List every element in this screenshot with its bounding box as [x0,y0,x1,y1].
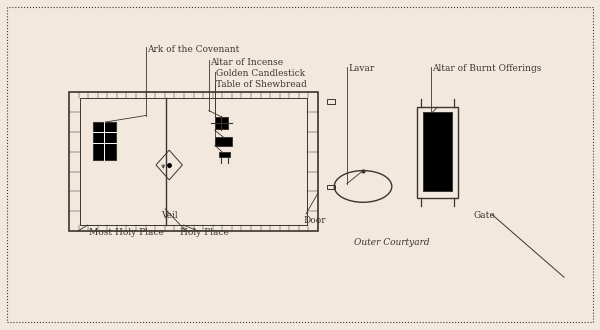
Bar [215,137,232,146]
Text: Ark of the Covenant: Ark of the Covenant [147,45,239,53]
Bar [69,92,318,231]
Text: Golden Candlestick: Golden Candlestick [216,69,305,78]
Text: Table of Shewbread: Table of Shewbread [216,80,307,89]
Text: Gate: Gate [474,211,496,220]
Bar [215,117,228,129]
Text: Veil: Veil [161,211,178,220]
Bar [423,112,452,191]
Bar [327,185,335,189]
Text: Outer Courtyard: Outer Courtyard [354,238,430,247]
Text: Door: Door [303,216,326,225]
Text: Most Holy Place: Most Holy Place [89,228,164,237]
Bar [219,152,230,157]
Bar [327,99,335,104]
Text: Lavar: Lavar [348,64,374,73]
Bar [417,107,458,198]
Text: Holy Place: Holy Place [180,228,229,237]
Text: Altar of Incense: Altar of Incense [210,58,283,67]
Text: Altar of Burnt Offerings: Altar of Burnt Offerings [432,64,541,73]
Bar [80,98,307,225]
Bar [93,122,116,160]
